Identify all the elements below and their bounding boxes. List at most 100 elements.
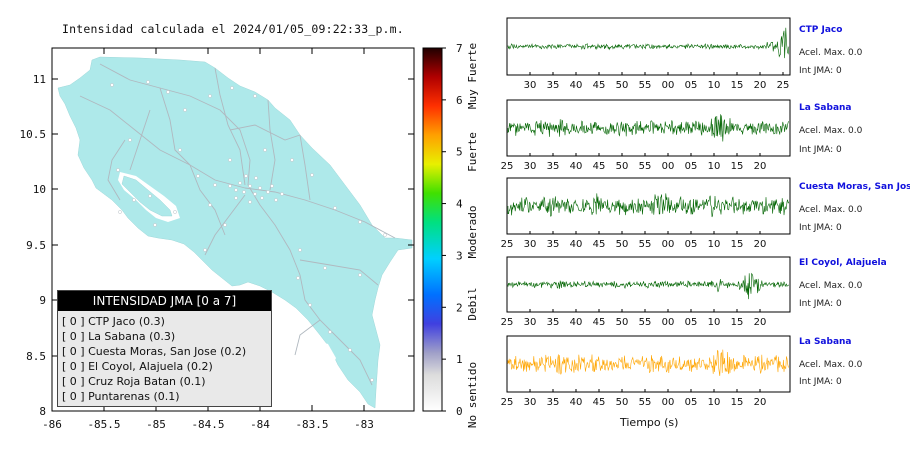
town-marker — [208, 94, 212, 98]
colorbar-label: Debil — [466, 287, 479, 320]
town-marker — [178, 148, 182, 152]
colorbar-tick-label: 6 — [456, 94, 463, 107]
colorbar-label: Fuerte — [466, 132, 479, 172]
waveform-tick-label: 05 — [685, 317, 698, 328]
waveform-tick-label: 40 — [570, 80, 583, 91]
road — [299, 259, 379, 286]
map-x-tick-label: -85 — [146, 418, 166, 431]
map-title: Intensidad calculada el 2024/01/05_09:22… — [62, 22, 404, 36]
waveform-tick-label: 00 — [662, 317, 675, 328]
town-marker — [310, 173, 314, 177]
town-marker — [146, 80, 150, 84]
waveform-tick-label: 55 — [639, 239, 652, 250]
town-marker — [148, 194, 152, 198]
town-marker — [110, 83, 114, 87]
town-marker — [290, 158, 294, 162]
town-marker — [213, 183, 217, 187]
road — [99, 63, 251, 186]
station-int: Int JMA: 0 — [799, 299, 842, 309]
town-marker — [358, 273, 362, 277]
station-int: Int JMA: 0 — [799, 223, 842, 233]
waveform-tick-label: 05 — [685, 80, 698, 91]
waveform-trace — [507, 193, 790, 218]
town-marker — [208, 203, 212, 207]
station-name: La Sabana — [799, 103, 852, 113]
map-y-tick-label: 10 — [33, 183, 46, 196]
waveform-tick-label: 20 — [754, 317, 767, 328]
waveform-tick-label: 35 — [547, 317, 560, 328]
road — [267, 99, 276, 191]
station-int: Int JMA: 0 — [799, 66, 842, 76]
waveform-tick-label: 35 — [547, 161, 560, 172]
colorbar-tick-label: 7 — [456, 42, 463, 55]
waveform-tick-label: 40 — [570, 397, 583, 408]
waveform-tick-label: 50 — [616, 161, 629, 172]
waveform-tick-label: 10 — [708, 161, 721, 172]
waveform-tick-label: 50 — [616, 397, 629, 408]
waveform-tick-label: 15 — [731, 161, 744, 172]
map-x-tick-label: -83.5 — [295, 418, 328, 431]
time-axis-label: Tiempo (s) — [620, 416, 679, 429]
road — [159, 87, 191, 166]
town-marker — [244, 174, 248, 178]
station-acel: Acel. Max. 0.0 — [799, 360, 863, 370]
road — [229, 124, 301, 141]
town-marker — [258, 186, 262, 190]
town-marker — [328, 330, 332, 334]
town-marker — [128, 138, 132, 142]
waveform-tick-label: 30 — [524, 397, 537, 408]
waveform-tick-label: 35 — [547, 397, 560, 408]
legend-item: [ 0 ] El Coyol, Alajuela (0.2) — [62, 360, 213, 373]
legend-item: [ 0 ] Cruz Roja Batan (0.1) — [62, 375, 206, 388]
town-marker — [228, 158, 232, 162]
waveform-tick-label: 15 — [731, 239, 744, 250]
town-marker — [166, 90, 170, 94]
colorbar-label: No sentido — [466, 362, 479, 428]
waveform-tick-label: 55 — [639, 397, 652, 408]
town-marker — [280, 192, 284, 196]
station-name: CTP Jaco — [799, 25, 843, 35]
waveform-tick-label: 45 — [593, 397, 606, 408]
waveform-tick-label: 45 — [593, 80, 606, 91]
waveform-tick-label: 30 — [524, 161, 537, 172]
station-int: Int JMA: 0 — [799, 377, 842, 387]
waveform-tick-label: 20 — [754, 80, 767, 91]
waveform-tick-label: 20 — [754, 161, 767, 172]
waveform-frame — [506, 17, 791, 76]
town-markers — [110, 80, 387, 382]
waveform-trace — [507, 27, 790, 59]
legend-title: INTENSIDAD JMA [0 a 7] — [58, 291, 271, 311]
town-marker — [348, 348, 352, 352]
town-marker — [266, 190, 270, 194]
waveform-tick-label: 30 — [524, 317, 537, 328]
road — [189, 164, 226, 236]
waveform-panel: 25 30 35 40 45 50 55 00 05 10 15 20 — [501, 177, 791, 250]
station-int: Int JMA: 0 — [799, 145, 842, 155]
station-name: El Coyol, Alajuela — [799, 258, 887, 268]
station-name: Cuesta Moras, San Jose — [799, 182, 910, 192]
town-marker — [196, 174, 200, 178]
road — [107, 139, 126, 201]
waveform-tick-label: 15 — [731, 80, 744, 91]
town-marker — [274, 198, 278, 202]
legend-item: [ 0 ] La Sabana (0.3) — [62, 330, 176, 343]
waveform-panel: 25 30 35 40 45 50 55 00 05 10 15 20 — [501, 99, 791, 172]
road — [294, 319, 321, 356]
town-marker — [203, 248, 207, 252]
waveform-tick-label: 30 — [524, 80, 537, 91]
waveform-panel: 25 30 35 40 45 50 55 00 05 10 15 20 — [501, 335, 791, 408]
station-name: La Sabana — [799, 337, 852, 347]
town-marker — [234, 196, 238, 200]
intensity-legend: INTENSIDAD JMA [0 a 7] [ 0 ] CTP Jaco (0… — [57, 290, 272, 407]
town-marker — [383, 233, 387, 237]
waveform-tick-label: 00 — [662, 161, 675, 172]
waveform-trace — [507, 349, 790, 376]
town-marker — [260, 196, 264, 200]
colorbar-tick-label: 1 — [456, 353, 463, 366]
town-marker — [308, 303, 312, 307]
road — [79, 95, 246, 189]
map-y-tick-label: 11 — [33, 73, 46, 86]
station-acel: Acel. Max. 0.0 — [799, 126, 863, 136]
waveform-tick-label: 45 — [593, 161, 606, 172]
